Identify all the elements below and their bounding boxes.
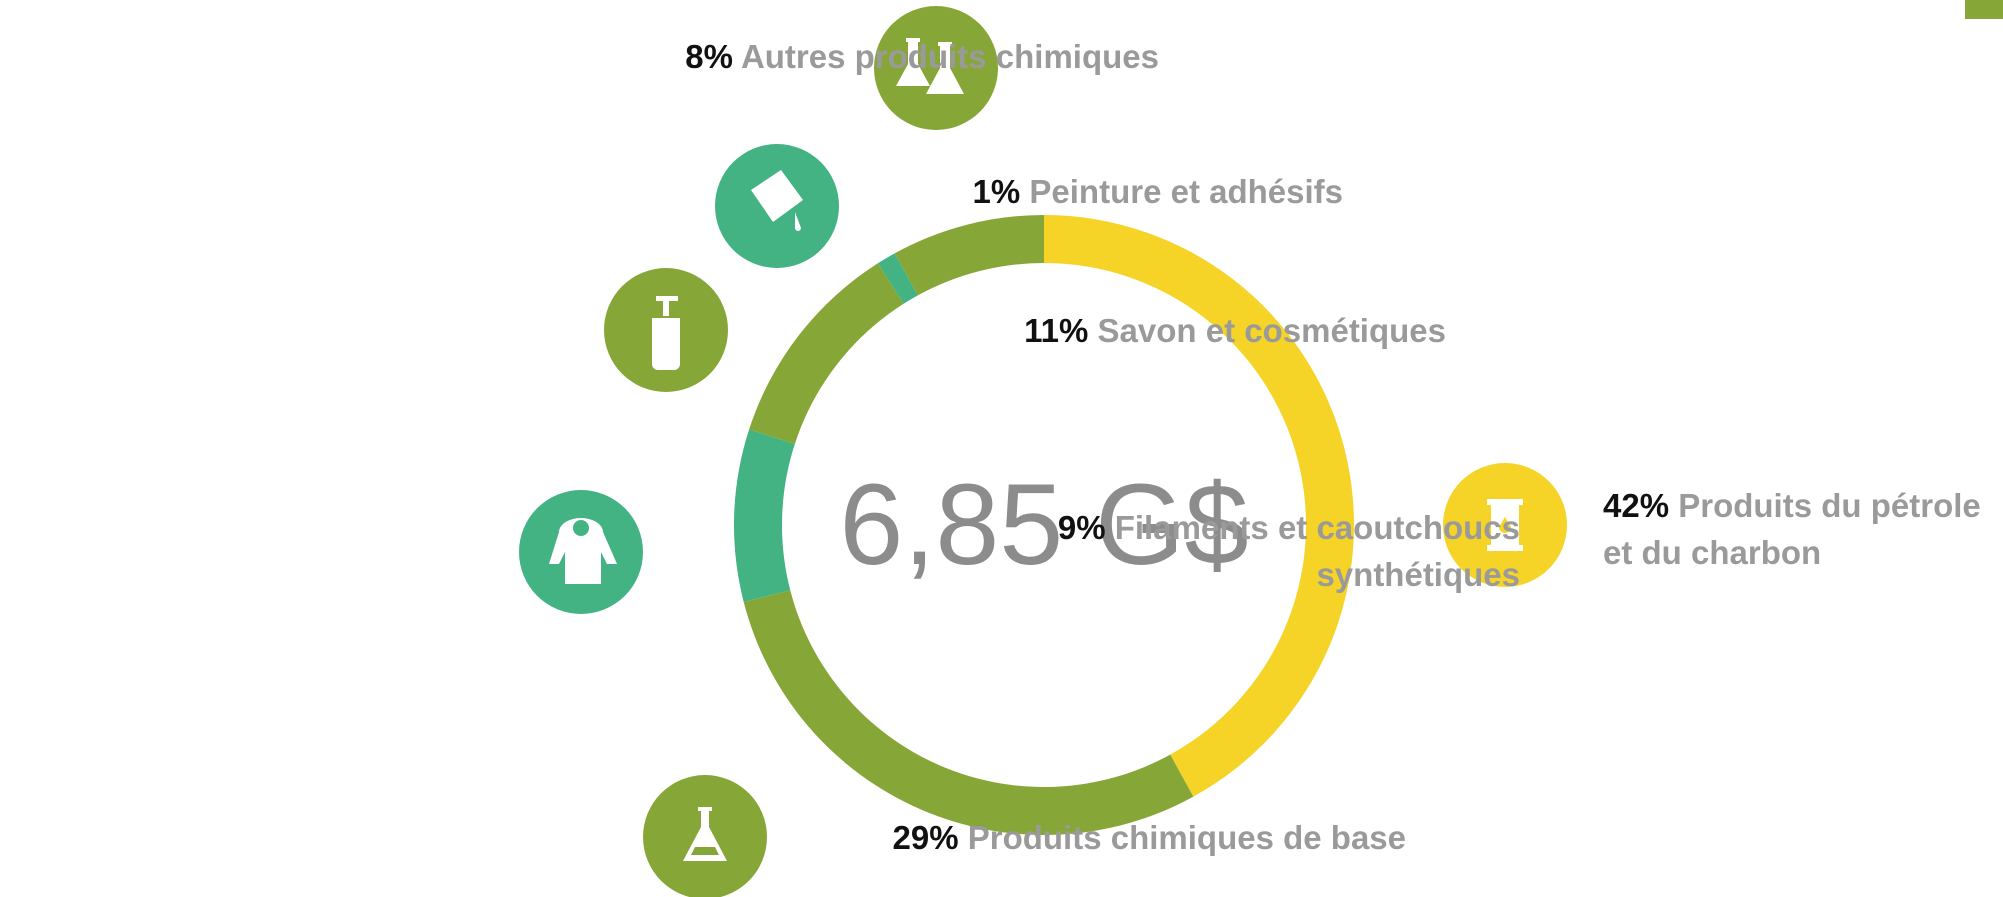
percent-label: 42%	[1603, 487, 1670, 524]
icon-glyph	[1487, 499, 1523, 551]
percent-label: 11%	[1024, 312, 1089, 349]
icon-glyph	[549, 518, 617, 584]
icon-glyph	[896, 38, 964, 94]
category-label: 42% Produits du pétrole et du charbon	[1603, 482, 1993, 576]
category-name: Savon et cosmétiques	[1097, 312, 1446, 349]
category-icon	[519, 490, 643, 614]
category-label: 1% Peinture et adhésifs	[643, 168, 1343, 215]
donut-segment	[877, 253, 918, 304]
donut-segment	[734, 429, 795, 603]
percent-label: 9%	[1057, 509, 1106, 546]
category-icon	[715, 144, 839, 268]
donut-segment	[749, 263, 904, 445]
icon-circle	[874, 6, 998, 130]
percent-label: 1%	[972, 173, 1021, 210]
percent-label: 29%	[892, 819, 959, 856]
category-name: Filaments et caoutchoucs synthétiques	[1114, 509, 1520, 593]
center-total: 6,85 G$	[839, 461, 1249, 589]
category-name: Produits chimiques de base	[967, 819, 1406, 856]
icon-glyph	[652, 296, 680, 370]
corner-decoration	[1965, 0, 2003, 19]
category-icon	[643, 775, 767, 897]
icon-circle	[1443, 463, 1567, 587]
donut-segment	[894, 215, 1044, 296]
category-name: Produits du pétrole et du charbon	[1603, 487, 1981, 571]
category-icon	[604, 268, 728, 392]
donut-segment	[743, 590, 1194, 835]
category-icon	[1443, 463, 1567, 587]
donut-segment	[1044, 215, 1354, 797]
icon-glyph	[751, 170, 803, 231]
category-label: 11% Savon et cosmétiques	[746, 307, 1446, 354]
category-icon	[874, 6, 998, 130]
percent-label: 8%	[685, 38, 733, 75]
category-name: Peinture et adhésifs	[1029, 173, 1343, 210]
category-label: 9% Filaments et caoutchoucs synthétiques	[1047, 504, 1520, 598]
category-label: 8% Autres produits chimiques	[359, 33, 1159, 80]
category-label: 29% Produits chimiques de base	[706, 814, 1406, 861]
category-name: Autres produits chimiques	[740, 38, 1159, 75]
icon-glyph	[683, 807, 727, 861]
